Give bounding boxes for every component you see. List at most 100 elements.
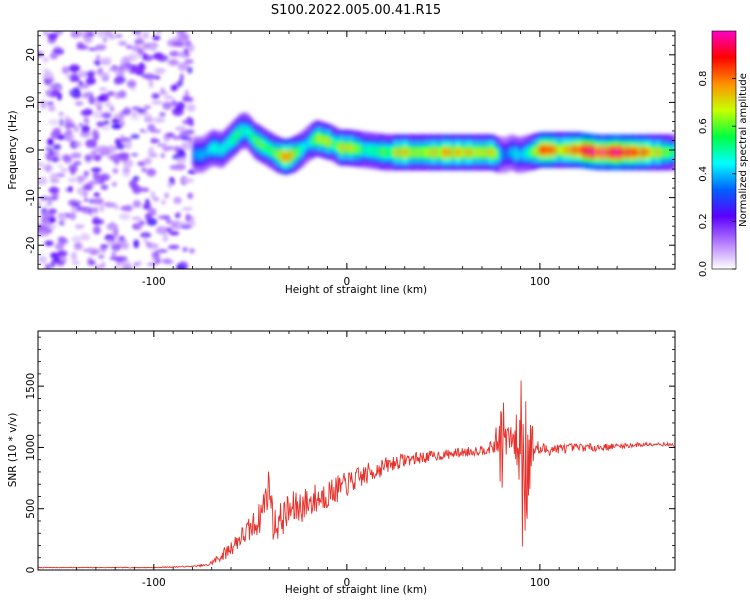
ridge-cell bbox=[221, 146, 224, 154]
noise-blob bbox=[115, 143, 126, 150]
noise-blob bbox=[182, 247, 188, 252]
ridge-cell bbox=[649, 148, 652, 156]
ridge-cell bbox=[329, 138, 332, 146]
snr-series bbox=[38, 380, 675, 569]
noise-blob bbox=[85, 139, 98, 148]
ridge-cell bbox=[235, 132, 238, 140]
noise-blob bbox=[46, 78, 56, 82]
noise-blob bbox=[107, 67, 120, 72]
ridge-cell bbox=[346, 144, 349, 152]
ridge-cell bbox=[626, 148, 629, 156]
noise-blob bbox=[82, 108, 94, 116]
x-tick-label: 0 bbox=[344, 276, 351, 288]
noise-blob bbox=[79, 130, 91, 138]
ridge-cell bbox=[660, 148, 663, 156]
noise-blob bbox=[46, 101, 54, 106]
ridge-cell bbox=[438, 148, 440, 156]
ridge-cell bbox=[637, 148, 639, 156]
ridge-cell bbox=[658, 148, 661, 156]
noise-blob bbox=[50, 259, 56, 268]
ridge-cell bbox=[635, 148, 638, 156]
noise-blob bbox=[64, 118, 75, 127]
ridge-cell bbox=[567, 146, 570, 154]
ridge-cell bbox=[668, 148, 670, 156]
noise-blob bbox=[151, 252, 158, 256]
noise-blob bbox=[87, 257, 94, 266]
noise-blob bbox=[91, 129, 99, 138]
noise-blob bbox=[120, 62, 131, 72]
noise-blob bbox=[179, 148, 184, 155]
noise-blob bbox=[122, 167, 131, 174]
noise-blob bbox=[83, 198, 89, 202]
ridge-cell bbox=[453, 148, 456, 156]
noise-blob bbox=[93, 154, 102, 162]
noise-blob bbox=[82, 92, 89, 99]
ridge-cell bbox=[390, 148, 392, 156]
y-tick-label: 500 bbox=[25, 499, 37, 519]
ridge-cell bbox=[400, 148, 403, 156]
ridge-cell bbox=[589, 147, 592, 155]
noise-blob bbox=[181, 207, 193, 211]
noise-blob bbox=[151, 100, 163, 105]
ridge-cell bbox=[207, 146, 210, 154]
noise-blob bbox=[189, 248, 195, 254]
y-tick-label: 0 bbox=[25, 567, 37, 574]
ridge-cell bbox=[246, 127, 249, 135]
noise-blob bbox=[58, 111, 64, 117]
noise-blob bbox=[186, 43, 195, 53]
ridge-cell bbox=[413, 148, 416, 156]
ridge-cell bbox=[543, 146, 545, 154]
noise-blob bbox=[126, 79, 137, 89]
ridge-cell bbox=[232, 135, 235, 143]
ridge-cell bbox=[317, 135, 320, 143]
ridge-cell bbox=[430, 148, 432, 156]
ridge-cell bbox=[277, 151, 280, 159]
noise-blob bbox=[156, 31, 162, 34]
noise-blob bbox=[52, 127, 62, 134]
noise-blob bbox=[136, 260, 142, 266]
ridge-cell bbox=[522, 150, 525, 158]
noise-blob bbox=[186, 103, 196, 112]
ridge-cell bbox=[471, 148, 474, 156]
noise-blob bbox=[78, 31, 87, 35]
snr-xlabel: Height of straight line (km) bbox=[285, 584, 427, 596]
ridge-cell bbox=[476, 148, 479, 156]
ridge-cell bbox=[263, 142, 266, 150]
noise-blob bbox=[171, 36, 178, 43]
ridge-cell bbox=[388, 148, 391, 156]
noise-blob bbox=[151, 93, 160, 100]
ridge-cell bbox=[421, 148, 423, 156]
noise-blob bbox=[105, 145, 117, 154]
noise-blob bbox=[133, 239, 139, 249]
colorbar: 0.0 0.2 0.4 0.6 0.8 Normalized spectral ampl… bbox=[698, 30, 749, 277]
ridge-cell bbox=[595, 148, 598, 156]
ridge-cell bbox=[209, 145, 212, 153]
noise-blob bbox=[60, 256, 67, 262]
noise-blob bbox=[175, 157, 187, 164]
ridge-cell bbox=[194, 151, 196, 159]
noise-blob bbox=[48, 216, 56, 224]
colorbar-tick-label: 0.0 bbox=[698, 261, 709, 277]
ridge-cell bbox=[223, 144, 226, 152]
ridge-cell bbox=[510, 149, 513, 157]
noise-blob bbox=[38, 176, 48, 186]
noise-blob bbox=[93, 192, 100, 197]
noise-blob bbox=[47, 105, 56, 112]
ridge-cell bbox=[394, 148, 397, 156]
ridge-cell bbox=[464, 148, 466, 156]
y-tick-label: 20 bbox=[25, 48, 37, 61]
ridge-cell bbox=[252, 135, 255, 143]
ridge-cell bbox=[316, 134, 318, 142]
ridge-cell bbox=[467, 148, 470, 156]
noise-blob bbox=[115, 70, 125, 78]
noise-blob bbox=[114, 204, 119, 210]
ridge-cell bbox=[578, 146, 581, 154]
ridge-cell bbox=[566, 146, 568, 154]
noise-blob bbox=[103, 201, 114, 208]
noise-blob bbox=[44, 240, 54, 247]
noise-blob bbox=[150, 137, 158, 144]
ridge-cell bbox=[444, 148, 446, 156]
noise-blob bbox=[124, 140, 132, 150]
